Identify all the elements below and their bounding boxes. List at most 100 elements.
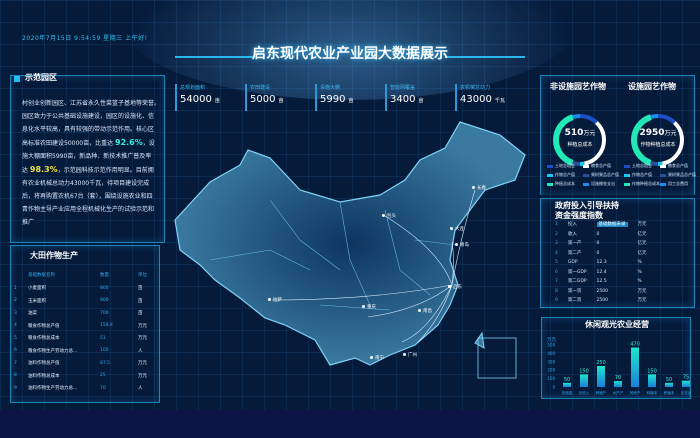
cell-text: 万元 xyxy=(637,288,647,294)
table-cell: 人 xyxy=(138,386,143,392)
city-label[interactable]: 重庆 xyxy=(362,304,376,310)
cell-text: % xyxy=(637,279,642,285)
kpi-label: 农田建设 xyxy=(250,85,271,91)
col-header: 数量 xyxy=(100,273,109,278)
table-cell: 油料作物生产劳动力总... xyxy=(28,386,78,392)
table-row: 2 收入 0 亿元 xyxy=(555,230,657,240)
table-row: 7 油料作物总产值 87.5 万元 xyxy=(14,357,159,370)
cell-text: 2500 xyxy=(596,288,608,294)
table-cell: 第一资 xyxy=(568,287,597,297)
donut-unit: 万元 xyxy=(664,130,677,137)
table-cell: 人 xyxy=(138,348,143,354)
legend-swatch xyxy=(583,164,589,168)
table-cell: 亿元 xyxy=(638,239,657,249)
table-row: 3 第一产 0 亿元 xyxy=(555,239,657,249)
x-tick-label: 水产产 xyxy=(613,390,624,395)
city-label[interactable]: 拉萨 xyxy=(268,297,282,303)
kpi-number: 3400 xyxy=(390,94,416,105)
city-label[interactable]: 包头 xyxy=(382,213,396,219)
city-label[interactable]: 广州 xyxy=(403,352,417,358)
table-cell: 2500 xyxy=(597,287,638,297)
donut-legend: 土地总租金 粮食总产值 作物总产值 果树果品总产值 种植总成本 设施棚农支出 xyxy=(547,163,621,187)
table-cell: % xyxy=(638,268,657,278)
title-line-left xyxy=(175,56,255,58)
city-label[interactable]: 大连 xyxy=(450,226,464,232)
cell-text: % xyxy=(637,269,642,275)
legend-swatch xyxy=(583,182,589,186)
map-outline xyxy=(174,121,526,366)
donut-title: 设施园艺作物 xyxy=(628,82,676,91)
table-cell: 25 xyxy=(100,373,106,379)
table-cell: 12.3 xyxy=(597,258,638,268)
city-label[interactable]: 南宁 xyxy=(370,355,384,361)
bottom-band xyxy=(0,410,700,438)
table-cell: 万元 xyxy=(638,220,657,230)
city-label[interactable]: 启东 xyxy=(448,284,462,290)
table-cell: 100 xyxy=(100,348,109,354)
bar xyxy=(665,382,673,387)
donut-segment xyxy=(554,114,606,166)
bar-value-label: 470 xyxy=(630,342,640,348)
table-cell: 9 xyxy=(555,296,568,306)
legend-label: 作物总产值 xyxy=(555,172,575,177)
table-row: 6 粮食作物生产劳动力总... 100 人 xyxy=(14,345,159,358)
cell-text: 12.3 xyxy=(596,260,607,266)
table-cell: 油料作物总成本 xyxy=(28,373,60,379)
table-cell: 亩 xyxy=(138,298,143,304)
table-cell: 0 xyxy=(597,249,638,259)
china-map[interactable] xyxy=(170,120,530,380)
leisure-agri-panel xyxy=(541,317,691,399)
legend-swatch xyxy=(547,173,553,177)
legend-swatch xyxy=(583,173,589,177)
col-header: 基础数据名称 xyxy=(28,273,55,278)
legend-label: 设施棚农支出 xyxy=(591,181,615,186)
kpi-unit: 亩 xyxy=(278,98,284,104)
legend-label: 作物总产值 xyxy=(632,172,652,177)
table-cell: 8 xyxy=(14,373,17,379)
kpi-value: 54000 亩 xyxy=(180,94,220,105)
table-cell: 3 xyxy=(555,239,568,249)
table-cell: 粮食作物总成本 xyxy=(28,336,60,342)
kpi-label: 农机械总动力 xyxy=(460,85,491,91)
table-row: 3 油菜 700 亩 xyxy=(14,307,159,320)
legend-label: 土地总租金 xyxy=(555,163,575,168)
y-tick-label: 100 xyxy=(547,376,555,381)
legend-swatch xyxy=(624,164,630,168)
taiwan xyxy=(474,331,485,349)
cell-text: 亿元 xyxy=(637,231,647,237)
cell-text: 9 xyxy=(555,298,558,304)
table-cell: 800 xyxy=(100,285,109,291)
city-label[interactable]: 青岛 xyxy=(455,242,469,248)
table-cell: 粮食作物生产劳动力总... xyxy=(28,348,78,354)
table-cell: 900 xyxy=(100,298,109,304)
table-row: 5 粮食作物总成本 51 万元 xyxy=(14,332,159,345)
legend-item: 种植总成本 xyxy=(547,181,583,187)
table-cell: 1 xyxy=(14,285,17,291)
y-tick-label: 200 xyxy=(547,368,555,373)
table-cell: 8 xyxy=(555,287,568,297)
text-segment: ，示范园科技示范作用明显。目前拥有农业机械总动力43000千瓦，待项目建设完成后… xyxy=(22,167,155,226)
demo-park-panel xyxy=(10,75,165,243)
table-cell: 亩 xyxy=(138,311,143,317)
title-line-right xyxy=(445,56,525,58)
table-cell: 0 xyxy=(597,230,638,240)
y-axis-unit: 万元 xyxy=(547,337,556,343)
donut-segment xyxy=(632,114,684,166)
donut-chart xyxy=(553,113,607,167)
cell-text: 1 xyxy=(555,222,558,228)
city-label[interactable]: 南昌 xyxy=(418,308,432,314)
table-cell: 第二GDP xyxy=(568,277,597,287)
city-label[interactable]: 长春 xyxy=(472,185,486,191)
table-row: 5 GDP 12.3% xyxy=(555,258,657,268)
field-crops-table: 基础数据名称 数量 单位 1 小麦面积 800 亩 2 玉米面积 900 亩 3 油菜 700 亩 4 粮食作… xyxy=(14,268,159,395)
cell-text: 基础数据未录 xyxy=(596,222,628,228)
table-cell: 亿元 xyxy=(638,230,657,240)
kpi-value: 5990 亩 xyxy=(320,94,353,105)
legend-item: 果树果品总产值 xyxy=(583,172,621,178)
table-cell: 万元 xyxy=(138,373,147,379)
legend-label: 土地总租金 xyxy=(632,163,652,168)
table-cell: 第二资 xyxy=(568,296,597,306)
table-cell: 4 xyxy=(14,323,17,329)
legend-label: 果树果品总产值 xyxy=(668,172,696,177)
table-row: 9 油料作物生产劳动力总... 70 人 xyxy=(14,382,159,395)
